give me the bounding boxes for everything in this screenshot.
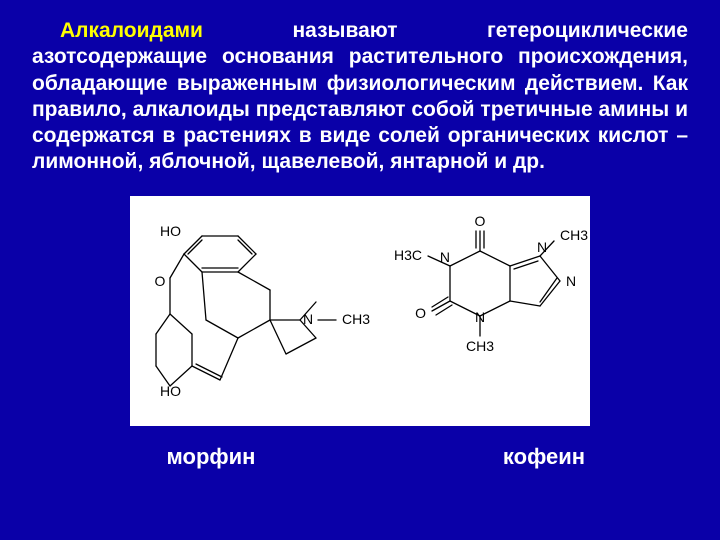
chemistry-panel: HO O HO N CH3 H3C O O CH3 N N CH3 N N	[130, 196, 590, 426]
svg-text:N: N	[566, 273, 576, 289]
caption-caffeine: кофеин	[360, 444, 688, 470]
paragraph-body: называют гетероциклические азотсодержащи…	[32, 19, 688, 173]
svg-text:N: N	[440, 249, 450, 265]
captions-row: морфин кофеин	[32, 444, 688, 470]
svg-text:N: N	[537, 239, 547, 255]
highlight-word: Алкалоидами	[32, 19, 203, 42]
figure-container: HO O HO N CH3 H3C O O CH3 N N CH3 N N	[32, 196, 688, 426]
svg-text:HO: HO	[160, 383, 181, 399]
svg-text:O: O	[155, 273, 166, 289]
svg-text:O: O	[475, 213, 486, 229]
svg-text:N: N	[475, 309, 485, 325]
svg-text:O: O	[415, 305, 426, 321]
svg-text:CH3: CH3	[342, 311, 370, 327]
svg-text:N: N	[303, 311, 313, 327]
chemistry-svg: HO O HO N CH3 H3C O O CH3 N N CH3 N N	[130, 196, 590, 426]
svg-text:CH3: CH3	[466, 338, 494, 354]
caption-morphine: морфин	[32, 444, 360, 470]
paragraph: Алкалоидами называют гетероциклические а…	[32, 18, 688, 176]
svg-text:CH3: CH3	[560, 227, 588, 243]
svg-text:HO: HO	[160, 223, 181, 239]
svg-text:H3C: H3C	[394, 247, 422, 263]
